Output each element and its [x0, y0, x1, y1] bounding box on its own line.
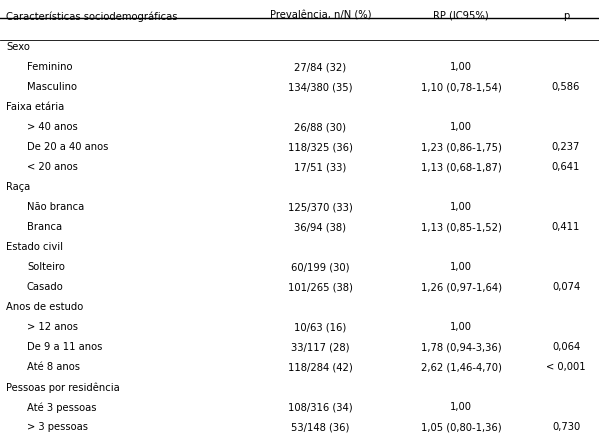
Text: 33/117 (28): 33/117 (28) — [291, 342, 350, 352]
Text: 10/63 (16): 10/63 (16) — [294, 322, 347, 332]
Text: 0,586: 0,586 — [552, 82, 580, 92]
Text: 118/284 (42): 118/284 (42) — [288, 362, 353, 372]
Text: Anos de estudo: Anos de estudo — [6, 302, 83, 312]
Text: 1,00: 1,00 — [450, 262, 472, 272]
Text: Pessoas por residência: Pessoas por residência — [6, 382, 120, 393]
Text: 101/265 (38): 101/265 (38) — [288, 282, 353, 292]
Text: 1,23 (0,86-1,75): 1,23 (0,86-1,75) — [420, 142, 502, 152]
Text: Até 3 pessoas: Até 3 pessoas — [27, 402, 96, 413]
Text: Casado: Casado — [27, 282, 63, 292]
Text: 2,62 (1,46-4,70): 2,62 (1,46-4,70) — [420, 362, 502, 372]
Text: 1,13 (0,68-1,87): 1,13 (0,68-1,87) — [421, 162, 501, 172]
Text: 118/325 (36): 118/325 (36) — [288, 142, 353, 152]
Text: 0,064: 0,064 — [552, 342, 580, 352]
Text: Masculino: Masculino — [27, 82, 77, 92]
Text: < 20 anos: < 20 anos — [27, 162, 78, 172]
Text: 1,00: 1,00 — [450, 402, 472, 412]
Text: 53/148 (36): 53/148 (36) — [291, 422, 350, 433]
Text: Não branca: Não branca — [27, 202, 84, 212]
Text: 1,00: 1,00 — [450, 322, 472, 332]
Text: 108/316 (34): 108/316 (34) — [288, 402, 353, 412]
Text: 0,730: 0,730 — [552, 422, 580, 433]
Text: De 9 a 11 anos: De 9 a 11 anos — [27, 342, 102, 352]
Text: 0,074: 0,074 — [552, 282, 580, 292]
Text: 1,00: 1,00 — [450, 122, 472, 132]
Text: > 3 pessoas: > 3 pessoas — [27, 422, 88, 433]
Text: 125/370 (33): 125/370 (33) — [288, 202, 353, 212]
Text: Branca: Branca — [27, 222, 62, 232]
Text: 1,00: 1,00 — [450, 62, 472, 72]
Text: 0,411: 0,411 — [552, 222, 580, 232]
Text: RP (IC95%): RP (IC95%) — [434, 11, 489, 21]
Text: 0,641: 0,641 — [552, 162, 580, 172]
Text: 134/380 (35): 134/380 (35) — [288, 82, 353, 92]
Text: Raça: Raça — [6, 182, 30, 192]
Text: 26/88 (30): 26/88 (30) — [295, 122, 346, 132]
Text: 1,26 (0,97-1,64): 1,26 (0,97-1,64) — [420, 282, 502, 292]
Text: Solteiro: Solteiro — [27, 262, 65, 272]
Text: Estado civil: Estado civil — [6, 242, 63, 252]
Text: Sexo: Sexo — [6, 42, 30, 52]
Text: 0,237: 0,237 — [552, 142, 580, 152]
Text: 1,10 (0,78-1,54): 1,10 (0,78-1,54) — [421, 82, 501, 92]
Text: 60/199 (30): 60/199 (30) — [291, 262, 350, 272]
Text: Até 8 anos: Até 8 anos — [27, 362, 80, 372]
Text: 27/84 (32): 27/84 (32) — [294, 62, 347, 72]
Text: Faixa etária: Faixa etária — [6, 102, 64, 112]
Text: 36/94 (38): 36/94 (38) — [295, 222, 346, 232]
Text: 1,00: 1,00 — [450, 202, 472, 212]
Text: De 20 a 40 anos: De 20 a 40 anos — [27, 142, 108, 152]
Text: 1,05 (0,80-1,36): 1,05 (0,80-1,36) — [421, 422, 501, 433]
Text: Características sociodemográficas: Características sociodemográficas — [6, 11, 177, 22]
Text: 1,13 (0,85-1,52): 1,13 (0,85-1,52) — [420, 222, 502, 232]
Text: Prevalência, n/N (%): Prevalência, n/N (%) — [270, 11, 371, 21]
Text: 1,78 (0,94-3,36): 1,78 (0,94-3,36) — [421, 342, 501, 352]
Text: 17/51 (33): 17/51 (33) — [294, 162, 347, 172]
Text: p: p — [563, 11, 569, 21]
Text: Feminino: Feminino — [27, 62, 72, 72]
Text: > 12 anos: > 12 anos — [27, 322, 78, 332]
Text: > 40 anos: > 40 anos — [27, 122, 78, 132]
Text: < 0,001: < 0,001 — [546, 362, 586, 372]
